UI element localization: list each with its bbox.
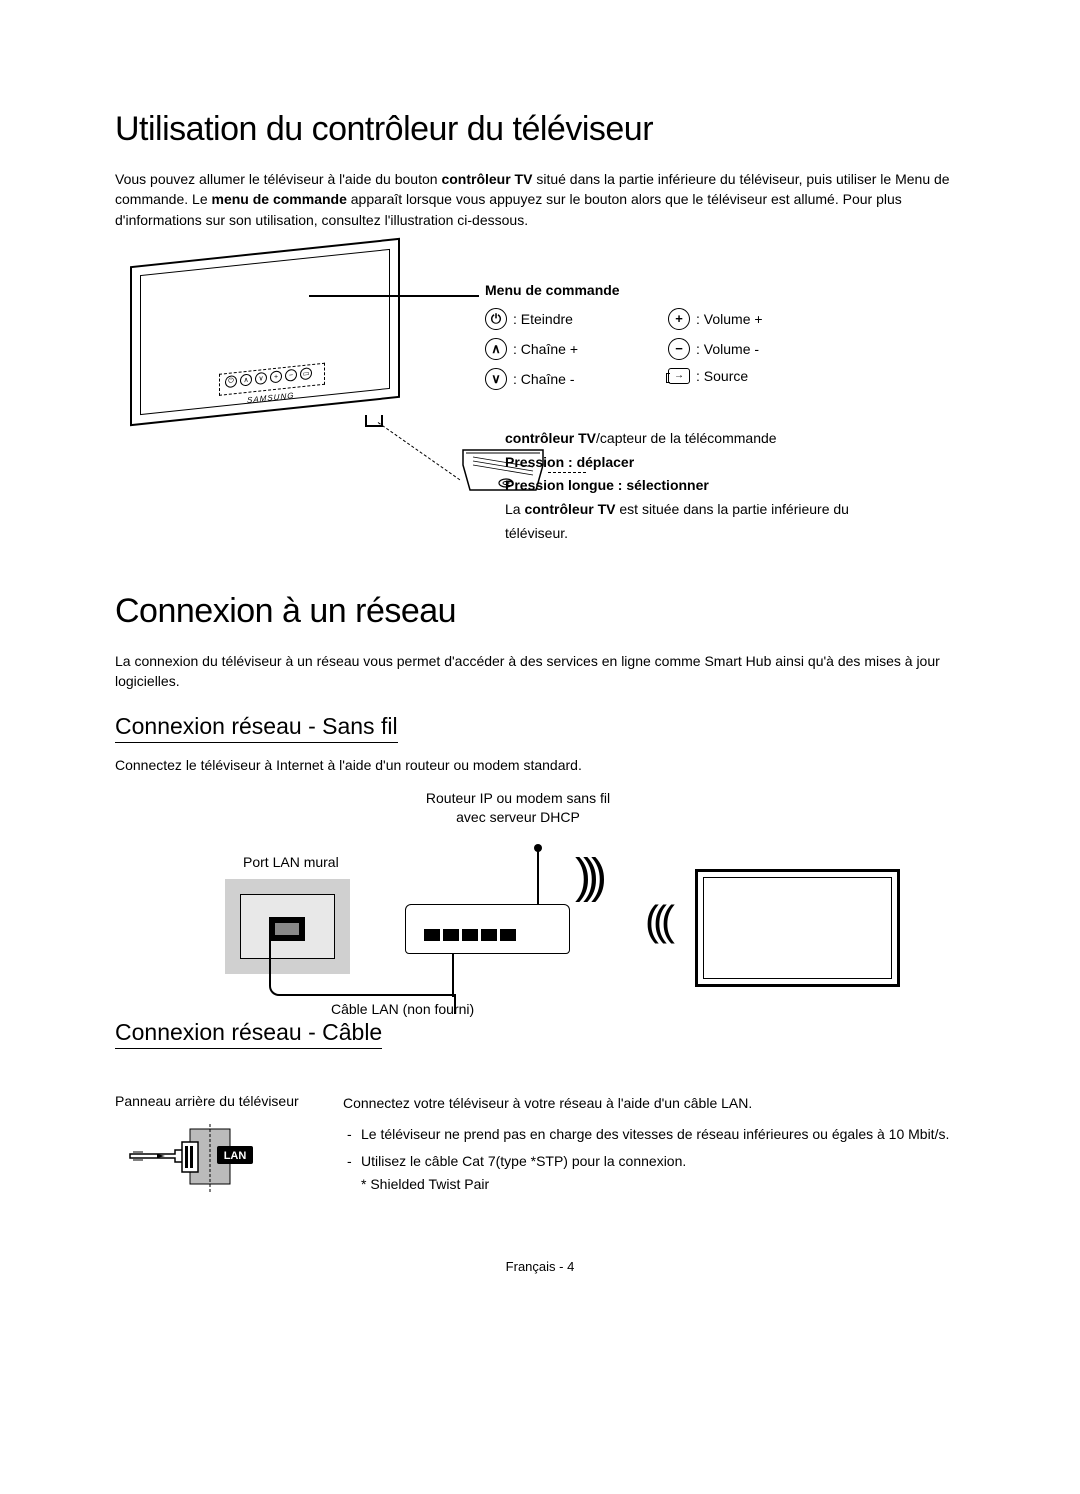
ctrl-line4-bold: contrôleur TV xyxy=(524,501,615,517)
ctrl-line4: La contrôleur TV est située dans la part… xyxy=(505,498,875,546)
router-port xyxy=(500,929,516,941)
ctrl-line1-rest: /capteur de la télécommande xyxy=(596,430,777,446)
router-port xyxy=(443,929,459,941)
source-icon: → xyxy=(668,368,690,384)
intro-text: Vous pouvez allumer le téléviseur à l'ai… xyxy=(115,171,441,187)
intro-bold1: contrôleur TV xyxy=(441,171,532,187)
cmd-channel-up: ∧ : Chaîne + xyxy=(485,338,578,360)
lan-cable-up xyxy=(452,952,454,997)
page-footer: Français - 4 xyxy=(115,1259,965,1274)
tiny-minus-icon: − xyxy=(285,369,297,382)
controller-description: contrôleur TV/capteur de la télécommande… xyxy=(505,427,875,546)
router-port xyxy=(481,929,497,941)
tiny-source-icon: ▭ xyxy=(300,367,312,380)
section2-intro: La connexion du téléviseur à un réseau v… xyxy=(115,651,965,692)
command-table: ⏻ : Eteindre ∧ : Chaîne + ∨ : Chaîne - +… xyxy=(485,308,763,390)
router-icon xyxy=(405,884,570,954)
tv-controller-diagram: ⏻ ∧ ∨ + − ▭ SAMSUNG Menu de commande ⏻ :… xyxy=(115,252,965,552)
lan-port-diagram: LAN xyxy=(115,1124,315,1204)
tv-icon xyxy=(695,869,900,987)
tv-inner xyxy=(703,877,892,979)
section2-title: Connexion à un réseau xyxy=(115,592,965,631)
wifi-subtext: Connectez le téléviseur à Internet à l'a… xyxy=(115,757,965,773)
tiny-plus-icon: + xyxy=(270,370,282,383)
wall-jack-icon xyxy=(269,917,305,941)
cmd-chup-label: : Chaîne + xyxy=(513,341,578,357)
cmd-source-label: : Source xyxy=(696,368,748,384)
chevron-up-icon: ∧ xyxy=(485,338,507,360)
bullet2-text: Utilisez le câble Cat 7(type *STP) pour … xyxy=(361,1153,686,1169)
tiny-power-icon: ⏻ xyxy=(225,375,237,388)
cmd-source: → : Source xyxy=(668,368,763,384)
cable-section: Panneau arrière du téléviseur LAN Connec… xyxy=(115,1093,965,1204)
power-icon: ⏻ xyxy=(485,308,507,330)
cmd-volup-label: : Volume + xyxy=(696,311,763,327)
ctrl-line2: Pression : déplacer xyxy=(505,451,875,475)
cmd-chdown-label: : Chaîne - xyxy=(513,371,574,387)
router-port xyxy=(462,929,478,941)
cable-bullet-2: Utilisez le câble Cat 7(type *STP) pour … xyxy=(343,1151,965,1195)
cmd-channel-down: ∨ : Chaîne - xyxy=(485,368,578,390)
tv-outline: ⏻ ∧ ∨ + − ▭ SAMSUNG xyxy=(130,238,400,426)
lan-cable-label: Câble LAN (non fourni) xyxy=(331,1001,474,1017)
cmd-volume-down: − : Volume - xyxy=(668,338,763,360)
antenna-icon xyxy=(537,849,539,904)
wifi-waves-right-icon: ))) xyxy=(575,849,599,904)
back-panel-label: Panneau arrière du téléviseur xyxy=(115,1093,315,1109)
cmd-voldown-label: : Volume - xyxy=(696,341,759,357)
wifi-heading: Connexion réseau - Sans fil xyxy=(115,713,398,743)
back-panel-diagram: Panneau arrière du téléviseur LAN xyxy=(115,1093,315,1204)
section1-title: Utilisation du contrôleur du téléviseur xyxy=(115,110,965,149)
dashed-lead-1 xyxy=(378,422,460,480)
cable-text: Connectez votre téléviseur à votre résea… xyxy=(343,1093,965,1114)
router-label: Routeur IP ou modem sans fil avec serveu… xyxy=(413,789,623,825)
ctrl-line4a: La xyxy=(505,501,524,517)
intro-bold2: menu de commande xyxy=(212,191,347,207)
router-port xyxy=(424,929,440,941)
bullet2-note: * Shielded Twist Pair xyxy=(361,1174,965,1195)
menu-de-commande-label: Menu de commande xyxy=(485,282,620,298)
cmd-volume-up: + : Volume + xyxy=(668,308,763,330)
wifi-waves-left-icon: ((( xyxy=(645,897,669,945)
plus-icon: + xyxy=(668,308,690,330)
minus-icon: − xyxy=(668,338,690,360)
cmd-power: ⏻ : Eteindre xyxy=(485,308,578,330)
cmd-power-label: : Eteindre xyxy=(513,311,573,327)
lead-line xyxy=(309,295,479,297)
wifi-diagram: Routeur IP ou modem sans fil avec serveu… xyxy=(175,789,905,1019)
section1-intro: Vous pouvez allumer le téléviseur à l'ai… xyxy=(115,169,965,230)
tiny-up-icon: ∧ xyxy=(240,373,252,386)
router-ports xyxy=(424,929,516,941)
tiny-down-icon: ∨ xyxy=(255,372,267,385)
cable-text-block: Connectez votre téléviseur à votre résea… xyxy=(343,1093,965,1204)
ctrl-line1: contrôleur TV/capteur de la télécommande xyxy=(505,427,875,451)
ctrl-line3: Pression longue : sélectionner xyxy=(505,474,875,498)
cable-heading: Connexion réseau - Câble xyxy=(115,1019,382,1049)
chevron-down-icon: ∨ xyxy=(485,368,507,390)
router-body xyxy=(405,904,570,954)
cable-bullet-1: Le téléviseur ne prend pas en charge des… xyxy=(343,1124,965,1145)
port-lan-mural-label: Port LAN mural xyxy=(243,854,339,870)
command-col-right: + : Volume + − : Volume - → : Source xyxy=(668,308,763,390)
lan-badge-text: LAN xyxy=(224,1150,247,1162)
ctrl-line1-bold: contrôleur TV xyxy=(505,430,596,446)
command-col-left: ⏻ : Eteindre ∧ : Chaîne + ∨ : Chaîne - xyxy=(485,308,578,390)
